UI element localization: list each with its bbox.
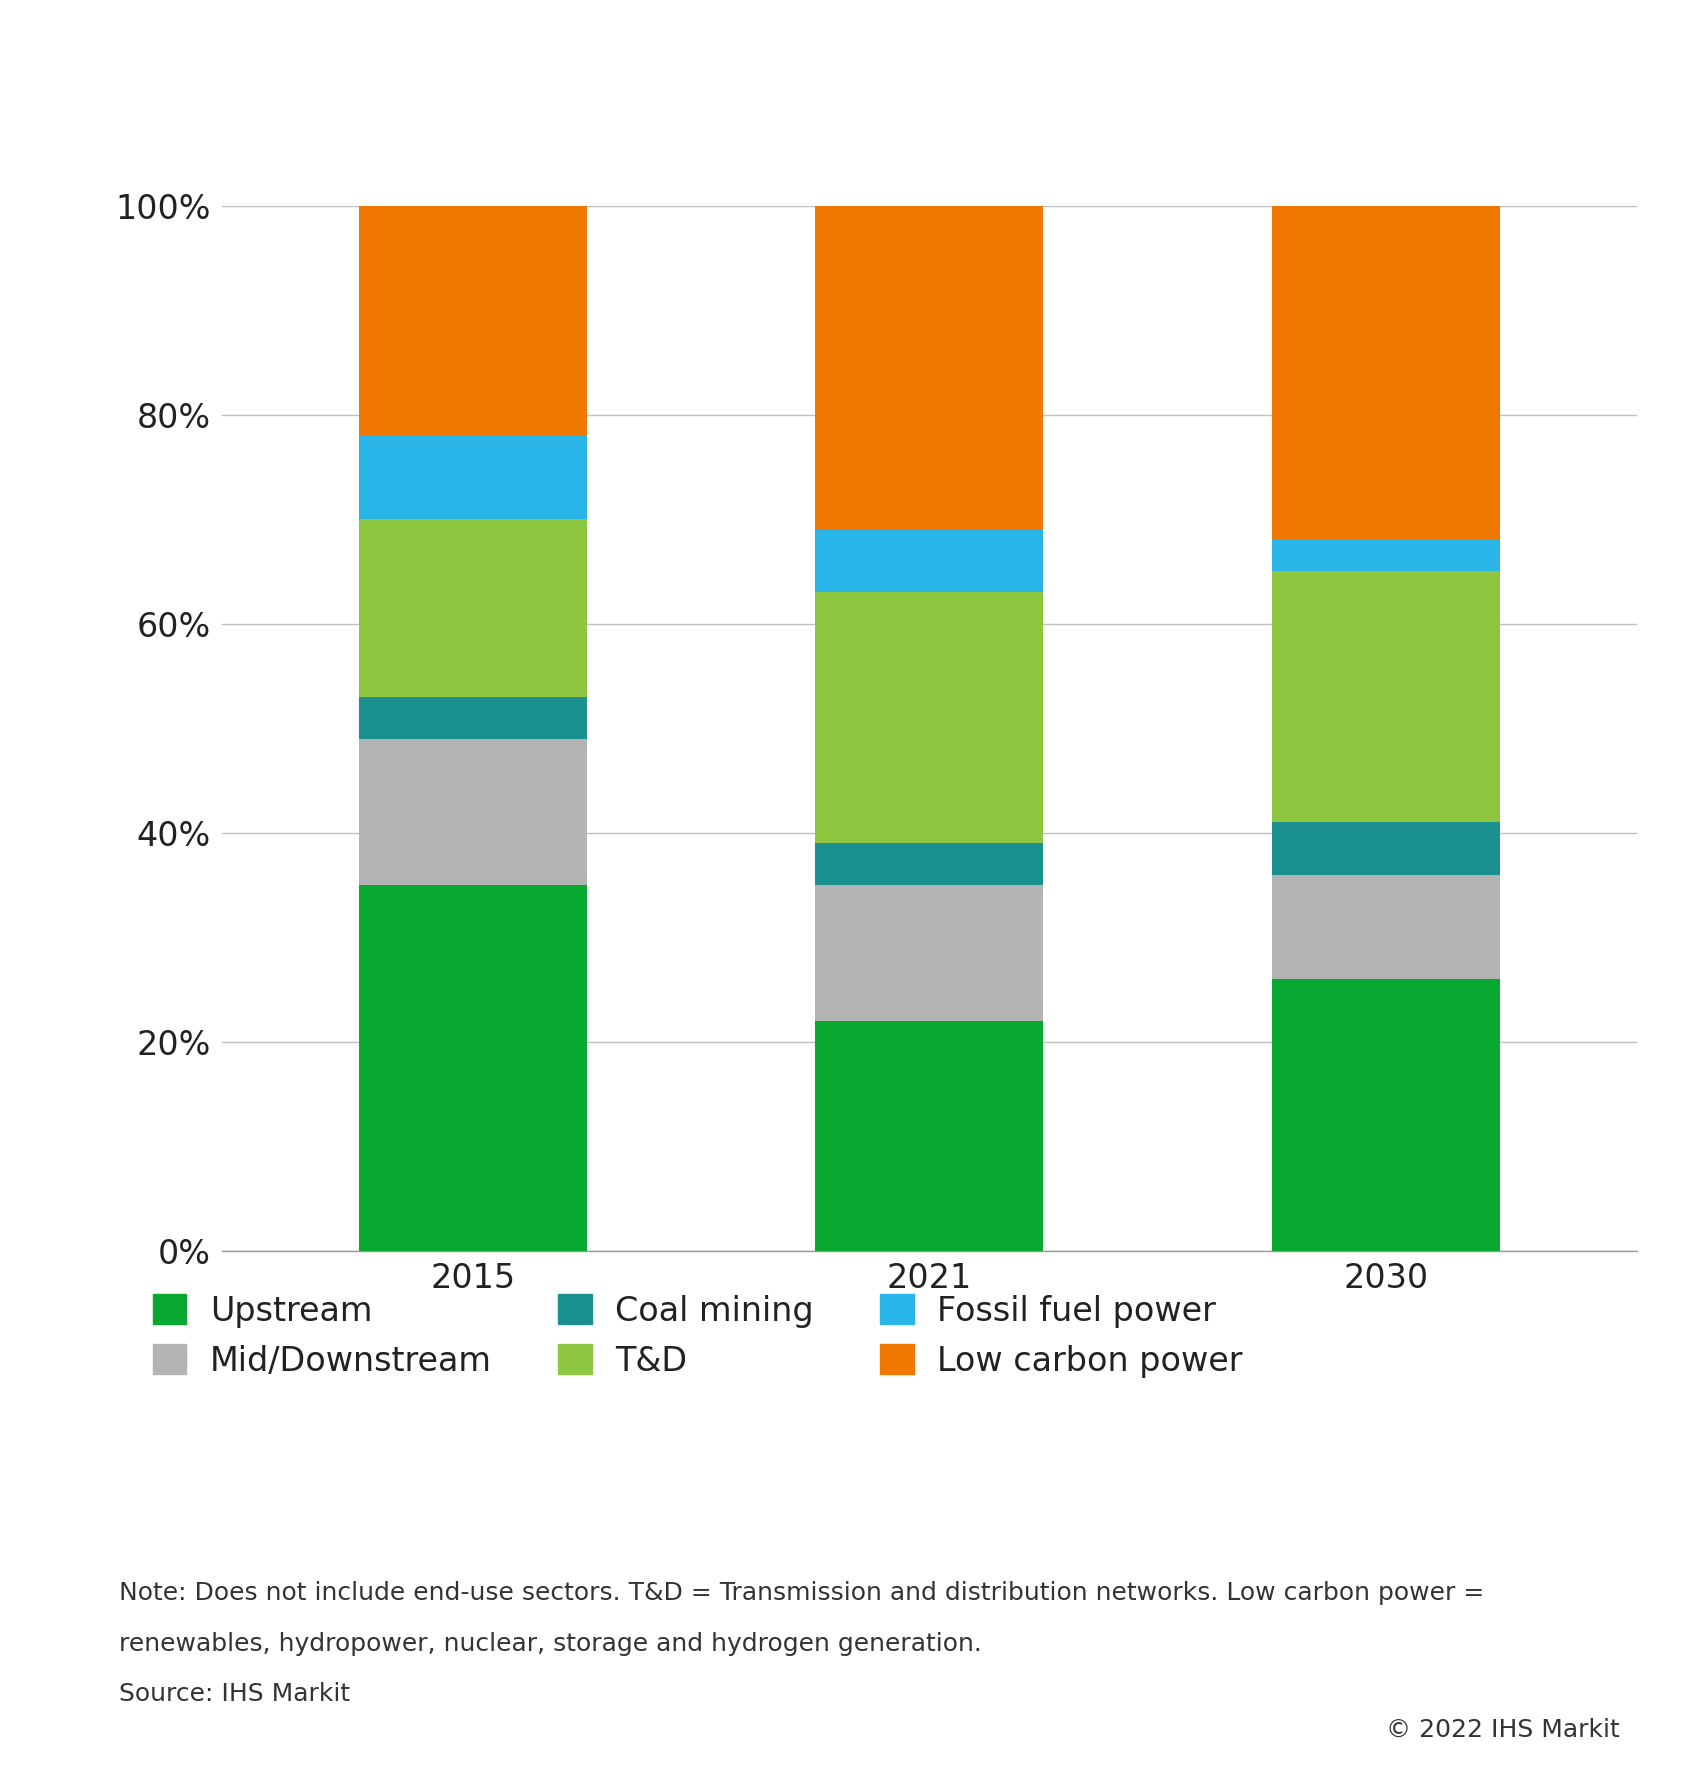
Bar (358, 206, 587, 436)
Bar (1272, 979, 1500, 1251)
Text: renewables, hydropower, nuclear, storage and hydrogen generation.: renewables, hydropower, nuclear, storage… (119, 1632, 982, 1655)
Bar (1272, 572, 1500, 822)
Bar (358, 738, 587, 885)
Bar (358, 885, 587, 1251)
Bar (815, 843, 1043, 885)
Bar (1272, 822, 1500, 874)
Bar (815, 591, 1043, 843)
Text: Energy sector capex by segment: Energy sector capex by segment (51, 45, 871, 89)
Bar (358, 436, 587, 518)
Text: Source: IHS Markit: Source: IHS Markit (119, 1682, 351, 1705)
Bar (815, 206, 1043, 529)
Bar (358, 697, 587, 738)
Bar (815, 529, 1043, 591)
Legend: Upstream, Mid/Downstream, Coal mining, T&D, Fossil fuel power, Low carbon power: Upstream, Mid/Downstream, Coal mining, T… (153, 1294, 1243, 1378)
Bar (1272, 874, 1500, 979)
Bar (815, 885, 1043, 1020)
Bar (815, 1020, 1043, 1251)
Bar (1272, 206, 1500, 540)
Bar (358, 518, 587, 697)
Text: Note: Does not include end-use sectors. T&D = Transmission and distribution netw: Note: Does not include end-use sectors. … (119, 1581, 1485, 1605)
Bar (1272, 540, 1500, 572)
Text: © 2022 IHS Markit: © 2022 IHS Markit (1386, 1719, 1620, 1742)
